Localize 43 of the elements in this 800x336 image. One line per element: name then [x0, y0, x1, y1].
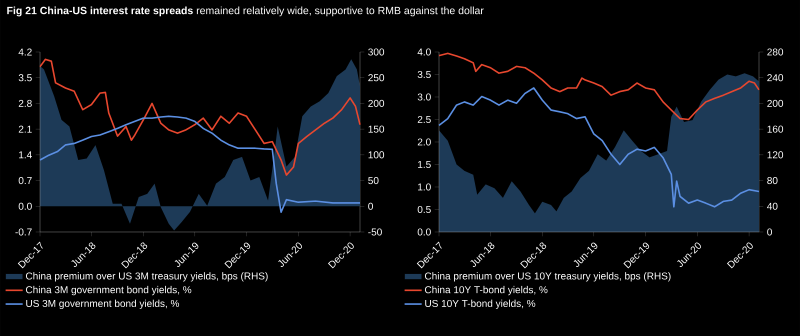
legend-label: US 10Y T-bond yields, %	[425, 300, 536, 309]
y2-tick-label: 0	[368, 202, 373, 210]
y2-tick-label: 150	[368, 126, 384, 133]
y-tick-label: 2.5	[418, 116, 431, 124]
y-tick-label: 2.1	[18, 126, 32, 133]
y2-tick-label: 280	[767, 48, 784, 56]
y-tick-label: 4.2	[18, 48, 32, 56]
y2-tick-label: 200	[767, 100, 784, 107]
y2-tick-label: 250	[368, 74, 384, 82]
y-tick-label: 3.5	[18, 74, 32, 82]
y2-tick-label: 40	[767, 202, 778, 210]
line-series	[39, 58, 361, 176]
y-tick-label: 1.5	[418, 160, 431, 168]
legend-label: China premium over US 3M treasury yields, bps (RHS)	[26, 272, 268, 282]
legend-label: China 3M government bond yields, %	[26, 286, 192, 296]
y2-tick-label: 0	[767, 228, 772, 236]
y-tick-label: 3.0	[418, 93, 431, 101]
y-tick-label: 1.4	[19, 151, 32, 158]
y2-tick-label: 80	[767, 177, 778, 184]
y-tick-label: 4.0	[418, 48, 431, 56]
y-tick-label: 2.0	[418, 138, 431, 146]
y2-tick-label: 100	[368, 151, 384, 158]
y-tick-label: 2.8	[18, 100, 32, 107]
line-series	[438, 87, 760, 208]
legend-label: US 3M government bond yields, %	[26, 300, 180, 309]
y-tick-label: 0.0	[418, 228, 431, 236]
y2-tick-label: 50	[368, 177, 379, 184]
y2-tick-label: -50	[368, 228, 382, 236]
y2-tick-label: 160	[768, 126, 784, 133]
y2-tick-label: 120	[768, 151, 784, 158]
y2-tick-label: 240	[767, 74, 784, 82]
y2-tick-label: 300	[368, 48, 384, 56]
y-tick-label: 1.0	[418, 183, 431, 191]
line-series	[438, 52, 760, 120]
legend-label: China premium over US 10Y treasury yields, bps (RHS)	[424, 272, 671, 282]
y-tick-label: 3.5	[418, 70, 431, 78]
y-tick-label: 0.0	[18, 202, 32, 210]
y-tick-label: -0.7	[15, 228, 32, 236]
y-tick-label: 0.7	[18, 177, 32, 184]
y-tick-label: 0.5	[418, 206, 431, 214]
legend-label: China 10Y T-bond yields, %	[424, 286, 548, 296]
chart-title: Fig 21 China-US interest rate spreads remained relatively wide, supportive to RMB against the dollar	[7, 6, 484, 16]
y2-tick-label: 200	[368, 100, 384, 107]
